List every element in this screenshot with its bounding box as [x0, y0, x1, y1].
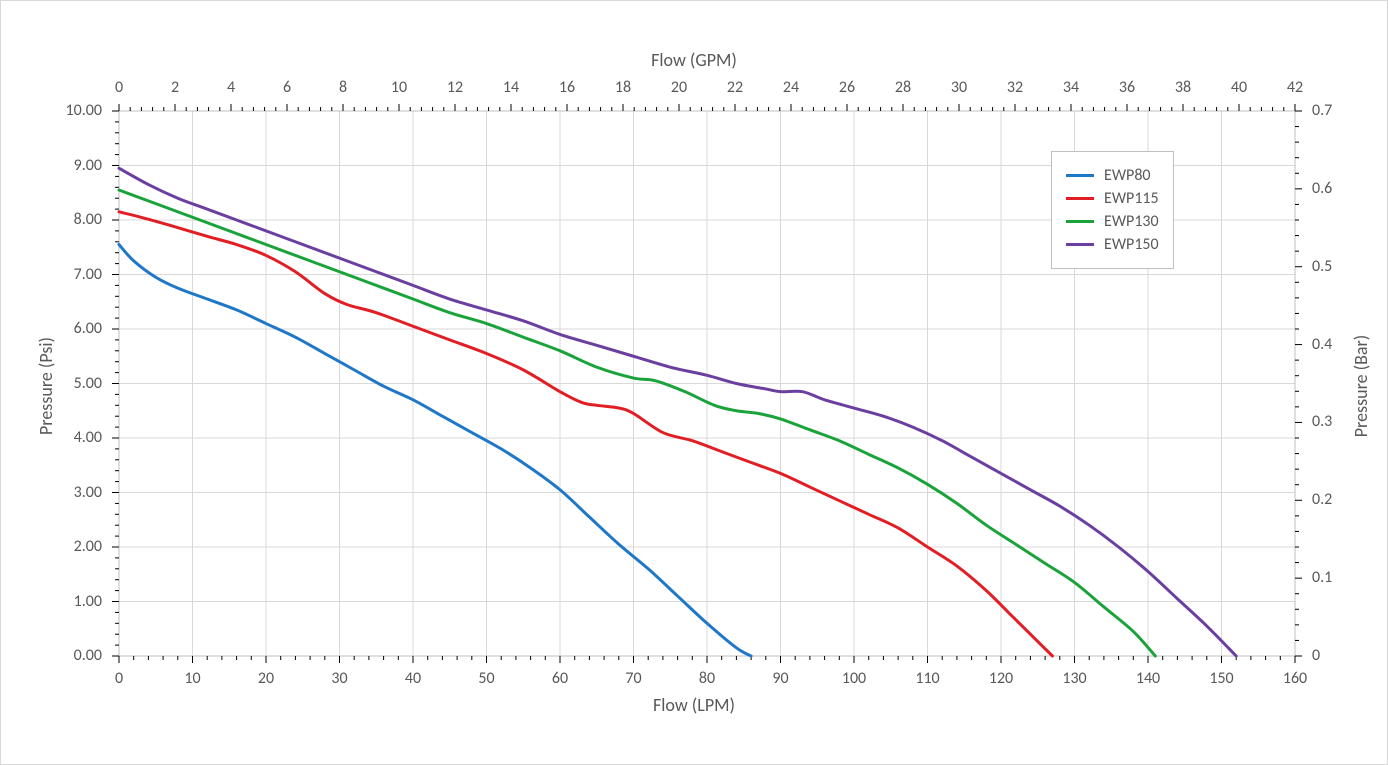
x-top-tick-label: 40 [1231, 80, 1247, 96]
x-top-axis-title: Flow (GPM) [651, 49, 737, 71]
legend-label: EWP150 [1104, 235, 1159, 254]
y-left-tick-label: 3.00 [74, 485, 102, 501]
legend-label: EWP80 [1104, 166, 1151, 185]
x-top-tick-label: 4 [227, 80, 235, 96]
y-right-tick-label: 0.1 [1312, 570, 1332, 586]
y-right-axis-title: Pressure (Bar) [1350, 326, 1372, 446]
y-right-tick-label: 0.6 [1312, 181, 1332, 197]
legend-swatch [1066, 174, 1094, 177]
legend-swatch [1066, 243, 1094, 246]
x-bottom-tick-label: 20 [258, 671, 274, 687]
x-top-tick-label: 34 [1063, 80, 1079, 96]
y-left-tick-label: 10.00 [66, 103, 102, 119]
x-top-tick-label: 36 [1119, 80, 1135, 96]
y-left-tick-label: 7.00 [74, 267, 102, 283]
legend-swatch [1066, 220, 1094, 223]
x-top-tick-label: 38 [1175, 80, 1191, 96]
legend-item-EWP80: EWP80 [1066, 166, 1159, 185]
y-left-tick-label: 5.00 [74, 376, 102, 392]
legend: EWP80 EWP115 EWP130 EWP150 [1051, 151, 1174, 269]
x-bottom-tick-label: 0 [115, 671, 123, 687]
x-top-tick-label: 8 [339, 80, 347, 96]
x-bottom-tick-label: 100 [842, 671, 866, 687]
chart-container: Flow (GPM) Flow (LPM) Pressure (Psi) Pre… [0, 0, 1388, 765]
x-top-tick-label: 6 [283, 80, 291, 96]
series-EWP115 [119, 212, 1052, 656]
y-right-tick-label: 0.4 [1312, 337, 1332, 353]
x-bottom-tick-label: 60 [552, 671, 568, 687]
x-top-tick-label: 22 [727, 80, 743, 96]
x-top-tick-label: 0 [115, 80, 123, 96]
x-bottom-tick-label: 120 [989, 671, 1013, 687]
y-right-tick-label: 0.7 [1312, 103, 1332, 119]
x-bottom-tick-label: 130 [1062, 671, 1086, 687]
x-top-tick-label: 28 [895, 80, 911, 96]
y-left-tick-label: 4.00 [74, 430, 102, 446]
x-bottom-tick-label: 70 [625, 671, 641, 687]
x-top-tick-label: 12 [447, 80, 463, 96]
x-top-tick-label: 24 [783, 80, 799, 96]
x-bottom-tick-label: 10 [184, 671, 200, 687]
x-bottom-tick-label: 110 [915, 671, 939, 687]
x-top-tick-label: 14 [503, 80, 519, 96]
legend-swatch [1066, 197, 1094, 200]
x-bottom-tick-label: 160 [1283, 671, 1307, 687]
legend-label: EWP130 [1104, 212, 1159, 231]
x-bottom-tick-label: 40 [405, 671, 421, 687]
legend-item-EWP150: EWP150 [1066, 235, 1159, 254]
x-bottom-tick-label: 90 [772, 671, 788, 687]
x-top-tick-label: 20 [671, 80, 687, 96]
legend-item-EWP115: EWP115 [1066, 189, 1159, 208]
y-left-axis-title: Pressure (Psi) [35, 326, 57, 446]
x-bottom-tick-label: 80 [699, 671, 715, 687]
y-left-tick-label: 9.00 [74, 158, 102, 174]
x-bottom-tick-label: 140 [1136, 671, 1160, 687]
x-top-tick-label: 10 [391, 80, 407, 96]
x-top-tick-label: 16 [559, 80, 575, 96]
x-top-tick-label: 26 [839, 80, 855, 96]
legend-item-EWP130: EWP130 [1066, 212, 1159, 231]
y-left-tick-label: 2.00 [74, 539, 102, 555]
y-right-tick-label: 0.2 [1312, 492, 1332, 508]
y-right-tick-label: 0.3 [1312, 414, 1332, 430]
y-left-tick-label: 6.00 [74, 321, 102, 337]
y-left-tick-label: 1.00 [74, 594, 102, 610]
x-top-tick-label: 32 [1007, 80, 1023, 96]
legend-label: EWP115 [1104, 189, 1159, 208]
y-right-tick-label: 0 [1312, 648, 1320, 664]
x-bottom-tick-label: 50 [478, 671, 494, 687]
x-bottom-axis-title: Flow (LPM) [653, 694, 735, 716]
y-left-tick-label: 0.00 [74, 648, 102, 664]
x-top-tick-label: 30 [951, 80, 967, 96]
y-left-tick-label: 8.00 [74, 212, 102, 228]
x-bottom-tick-label: 150 [1209, 671, 1233, 687]
x-bottom-tick-label: 30 [331, 671, 347, 687]
x-top-tick-label: 42 [1287, 80, 1303, 96]
x-top-tick-label: 18 [615, 80, 631, 96]
x-top-tick-label: 2 [171, 80, 179, 96]
y-right-tick-label: 0.5 [1312, 259, 1332, 275]
